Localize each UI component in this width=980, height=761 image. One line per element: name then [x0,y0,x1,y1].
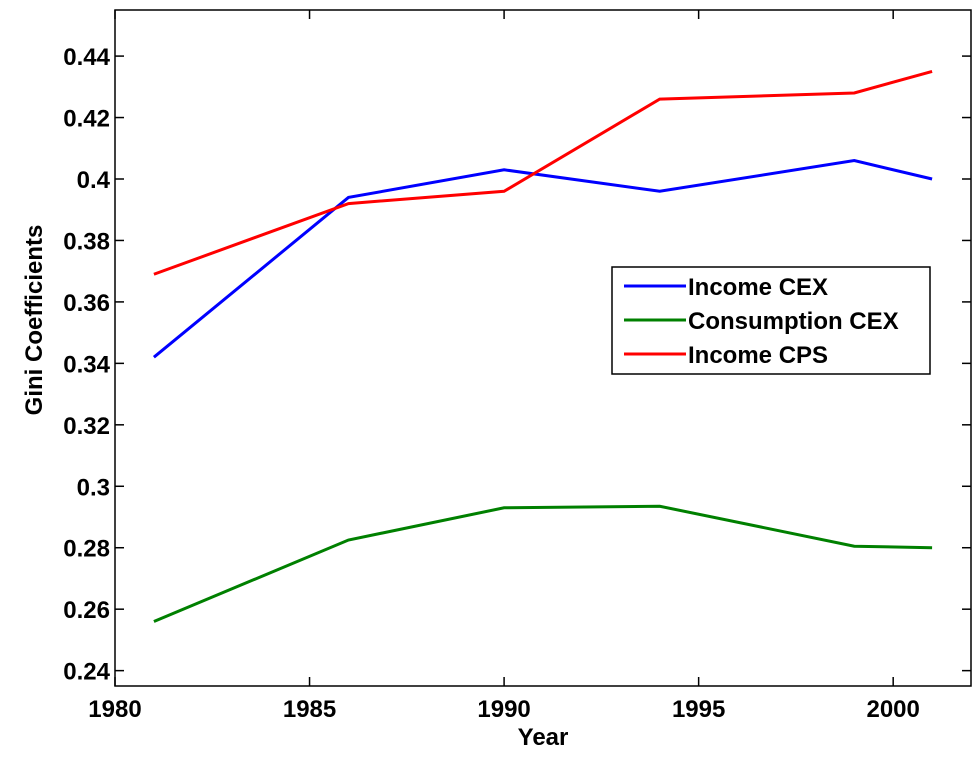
y-tick-label: 0.4 [77,167,111,194]
series-line [153,504,933,623]
y-tick-label: 0.3 [77,474,110,501]
legend-label: Income CPS [688,342,828,369]
y-tick-label: 0.32 [63,413,110,440]
x-tick-label: 2000 [866,696,919,723]
series-line [152,159,933,359]
y-tick-label: 0.34 [63,351,110,378]
legend-label: Consumption CEX [688,308,899,335]
y-tick-label: 0.38 [63,228,110,255]
x-tick-label: 1980 [88,696,141,723]
x-tick-label: 1990 [477,696,530,723]
y-tick-label: 0.28 [63,536,110,563]
series-line [153,70,933,276]
x-tick-label: 1985 [283,696,336,723]
y-tick-label: 0.44 [63,44,110,71]
x-axis-label: Year [518,724,569,751]
plot-frame [114,9,972,687]
legend-label: Income CEX [688,274,828,301]
y-axis-label: Gini Coefficients [21,225,48,416]
y-tick-label: 0.36 [63,290,110,317]
y-tick-label: 0.24 [63,659,110,686]
y-tick-label: 0.42 [63,106,110,133]
x-tick-label: 1995 [672,696,725,723]
y-tick-label: 0.26 [63,597,110,624]
